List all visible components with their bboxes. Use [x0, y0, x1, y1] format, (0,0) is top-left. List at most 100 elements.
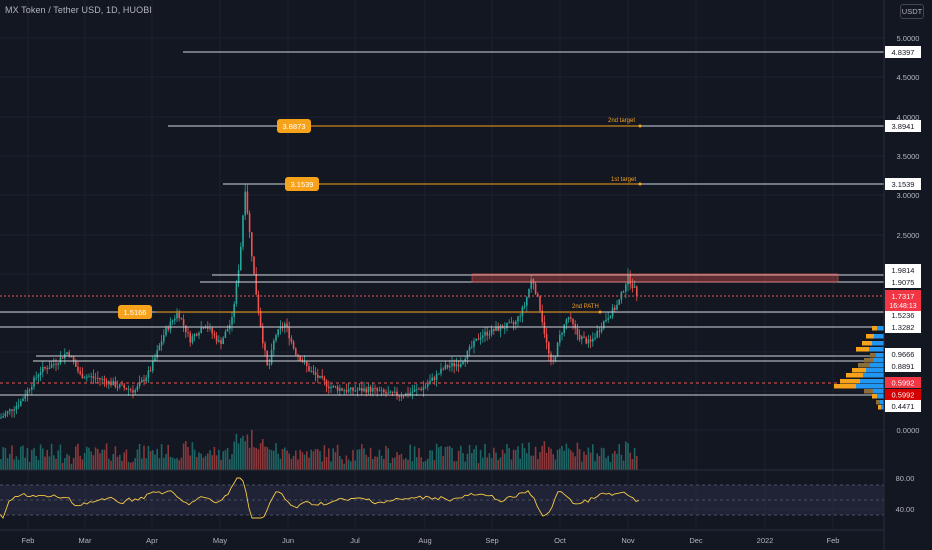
candle-body	[48, 367, 51, 370]
candle-body	[253, 256, 255, 275]
time-axis-label: Jun	[282, 536, 294, 545]
candle-body	[411, 391, 414, 393]
volume-bar	[88, 447, 90, 470]
candle-body	[367, 386, 370, 393]
volume-bar	[125, 449, 128, 470]
candle-body	[156, 350, 158, 358]
volume-bar	[567, 448, 570, 470]
candle-body	[455, 364, 458, 367]
volume-bar	[176, 458, 178, 470]
candle-body	[339, 388, 341, 391]
volume-bar	[26, 447, 29, 470]
candle-body	[251, 232, 253, 257]
candle-body	[528, 288, 530, 298]
level-label: 1.3282	[892, 323, 915, 332]
volume-profile-bar	[878, 405, 881, 410]
candle-body	[559, 334, 561, 343]
candle-body	[561, 333, 563, 335]
volume-bar	[226, 447, 229, 470]
volume-bar	[86, 446, 88, 470]
time-axis-label: Feb	[22, 536, 35, 545]
candle-body	[116, 386, 119, 388]
volume-bar	[198, 452, 200, 470]
volume-bar	[607, 455, 609, 470]
candle-body	[345, 390, 348, 392]
level-label-bg	[885, 264, 921, 276]
candle-body	[471, 346, 473, 348]
volume-bar	[218, 449, 220, 470]
volume-bar	[482, 457, 484, 470]
volume-bar	[141, 458, 143, 470]
volume-bar	[149, 450, 152, 470]
candle-body	[273, 340, 275, 350]
candle-body	[226, 328, 229, 332]
candle-body	[152, 360, 154, 371]
volume-bar	[620, 454, 623, 470]
candle-body	[169, 321, 172, 330]
time-axis-label: Nov	[621, 536, 635, 545]
candle-body	[94, 377, 97, 379]
volume-bar	[389, 462, 392, 470]
volume-bar	[363, 448, 365, 470]
volume-bar	[545, 452, 548, 470]
currency-button[interactable]: USDT	[900, 4, 924, 19]
volume-bar	[374, 456, 376, 470]
volume-bar	[446, 446, 449, 470]
candle-body	[220, 340, 222, 345]
candle-body	[105, 380, 108, 385]
volume-bar	[528, 442, 530, 470]
candle-body	[121, 384, 123, 386]
volume-bar	[312, 451, 315, 470]
level-label: 0.9666	[892, 350, 915, 359]
candle-body	[50, 364, 53, 368]
candle-body	[83, 377, 86, 379]
volume-bar	[587, 447, 590, 470]
candle-body	[66, 352, 68, 355]
volume-bar	[372, 459, 374, 470]
symbol-title[interactable]: MX Token / Tether USD, 1D, HUOBI	[5, 5, 152, 15]
volume-bar	[416, 457, 418, 470]
second-target-point	[638, 124, 642, 128]
candle-body	[416, 388, 418, 390]
candle-body	[233, 303, 235, 318]
candle-body	[523, 305, 526, 307]
volume-bar	[154, 454, 156, 470]
volume-bar	[244, 441, 246, 470]
volume-bar	[132, 461, 134, 470]
candle-body	[449, 366, 451, 368]
candle-body	[297, 354, 299, 357]
candle-body	[477, 338, 480, 340]
candle-body	[517, 316, 519, 322]
volume-bar	[281, 448, 284, 470]
volume-bar	[387, 448, 389, 470]
candle-body	[336, 386, 339, 391]
volume-bar	[336, 444, 339, 470]
volume-bar	[61, 462, 64, 470]
candle-body	[180, 317, 183, 320]
volume-profile-bar	[864, 389, 873, 394]
candle-body	[290, 338, 293, 342]
price-tick-label: 5.0000	[897, 34, 920, 43]
volume-bar	[220, 459, 222, 470]
volume-profile-bar	[873, 389, 884, 394]
volume-profile-bar	[860, 379, 884, 384]
volume-bar	[464, 461, 466, 470]
candle-body	[284, 323, 286, 328]
candle-body	[193, 334, 196, 337]
level-label: 1.5236	[892, 311, 915, 320]
volume-profile-bar	[872, 394, 877, 399]
volume-bar	[2, 447, 4, 470]
candle-body	[301, 360, 304, 363]
volume-bar	[517, 446, 519, 470]
volume-bar	[290, 458, 293, 470]
volume-bar	[339, 455, 341, 470]
volume-bar	[556, 449, 559, 470]
volume-bar	[165, 453, 167, 470]
volume-bar	[319, 451, 321, 470]
volume-bar	[330, 461, 332, 470]
volume-bar	[479, 449, 482, 470]
left-level-box: 1.5166	[124, 308, 147, 317]
candle-body	[607, 318, 609, 320]
